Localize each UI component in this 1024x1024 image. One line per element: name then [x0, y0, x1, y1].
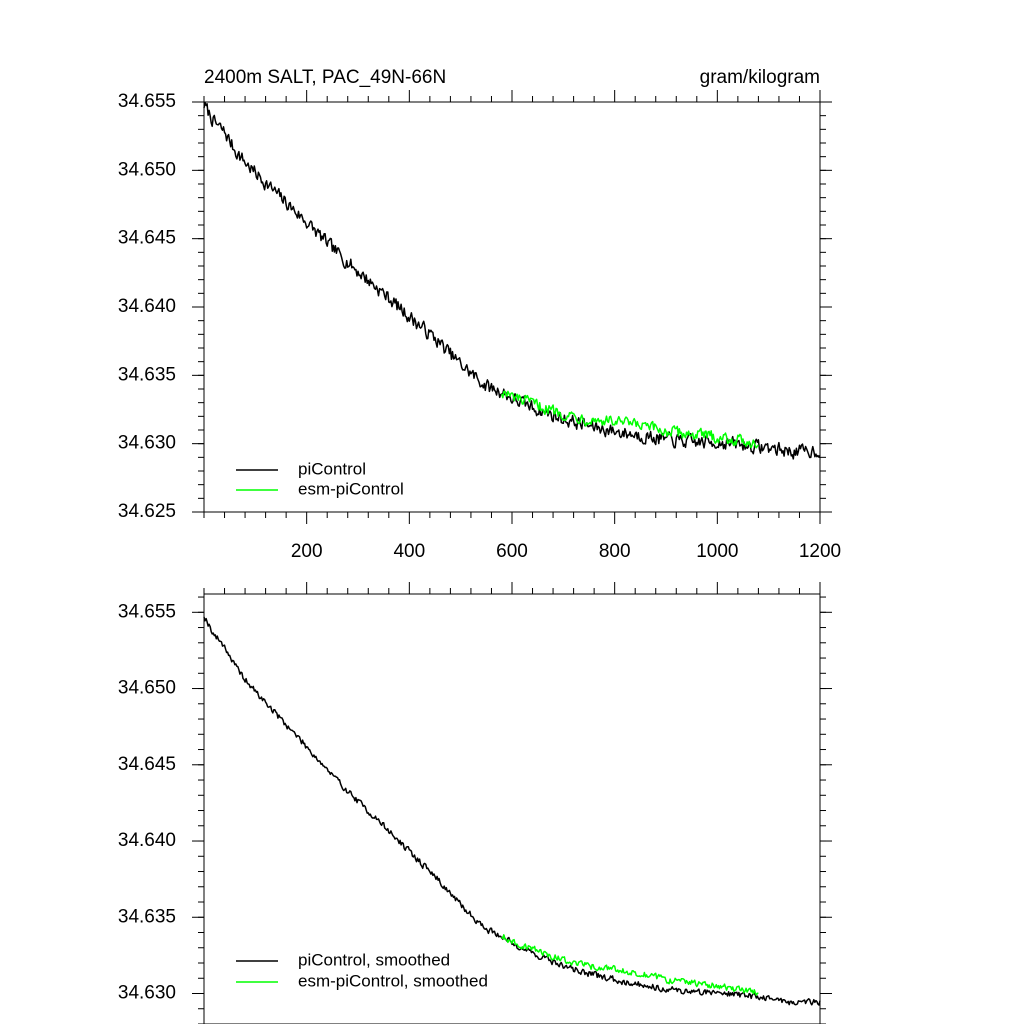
top-y-tick-label: 34.655	[118, 91, 176, 112]
chart-title-right-units: gram/kilogram	[700, 67, 820, 88]
top-x-tick-label: 400	[393, 541, 425, 562]
top-x-tick-label: 1200	[799, 541, 841, 562]
legend-label-picontrol: piControl	[298, 459, 366, 478]
bottom-plot-frame	[203, 593, 821, 1024]
legend-label-esm-picontrol-smoothed: esm-piControl, smoothed	[298, 971, 488, 990]
bottom-y-tick-label: 34.650	[118, 678, 176, 699]
legend-label-esm-picontrol: esm-piControl	[298, 479, 404, 498]
bottom-y-tick-label: 34.630	[118, 983, 176, 1004]
top-y-tick-label: 34.635	[118, 364, 176, 385]
top-x-tick-label: 1000	[696, 541, 738, 562]
legend-label-picontrol-smoothed: piControl, smoothed	[298, 950, 450, 969]
top-y-tick-label: 34.625	[118, 501, 176, 522]
top-y-tick-label: 34.640	[118, 296, 176, 317]
top-x-tick-label: 200	[291, 541, 323, 562]
top-y-tick-label: 34.650	[118, 159, 176, 180]
top-series-picontrol-line	[203, 101, 821, 460]
top-plot-frame	[203, 101, 821, 513]
bottom-series-esm-picontrol-smoothed-line	[501, 934, 759, 996]
bottom-series-picontrol-smoothed-line	[203, 616, 821, 1006]
bottom-ticks	[192, 582, 832, 1024]
top-series-esm-picontrol-line	[500, 390, 759, 449]
bottom-y-tick-label: 34.635	[118, 906, 176, 927]
top-x-tick-label: 800	[599, 541, 631, 562]
top-panel: 2400m SALT, PAC_49N-66N gram/kilogram 34…	[118, 67, 841, 562]
bottom-y-tick-label: 34.645	[118, 754, 176, 775]
top-y-tick-label: 34.630	[118, 433, 176, 454]
bottom-panel: 34.630 34.635 34.640 34.645 34.650 34.65…	[118, 582, 832, 1024]
top-x-tick-label: 600	[496, 541, 528, 562]
top-y-tick-label: 34.645	[118, 228, 176, 249]
bottom-y-tick-label: 34.640	[118, 830, 176, 851]
top-ticks	[192, 90, 832, 524]
bottom-y-tick-label: 34.655	[118, 601, 176, 622]
chart-title-left: 2400m SALT, PAC_49N-66N	[204, 67, 446, 88]
